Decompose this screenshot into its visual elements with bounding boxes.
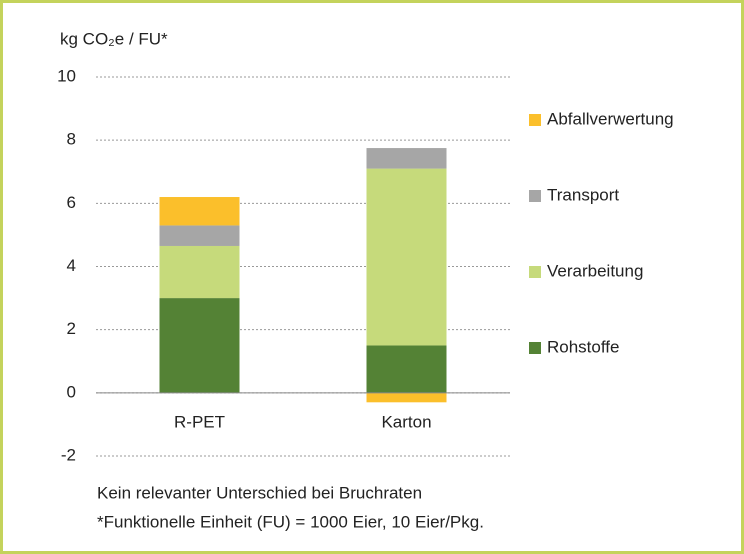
x-tick-label: Karton: [381, 412, 431, 431]
bar-segment: [159, 225, 240, 246]
legend-swatch: [529, 190, 541, 202]
legend-label: Rohstoffe: [547, 337, 619, 356]
y-axis-title: kg CO₂e / FU*: [60, 29, 168, 48]
note: *Funktionelle Einheit (FU) = 1000 Eier, …: [97, 512, 484, 531]
bar-segment: [159, 245, 240, 299]
legend-swatch: [529, 266, 541, 278]
y-tick-label: -2: [61, 445, 76, 464]
y-tick-label: 2: [67, 319, 76, 338]
y-tick-label: 0: [67, 382, 76, 401]
y-tick-label: 8: [67, 130, 76, 149]
x-tick-label: R-PET: [174, 412, 225, 431]
legend-label: Transport: [547, 185, 619, 204]
bar-segment: [366, 168, 447, 346]
bar-segment: [366, 148, 447, 169]
y-tick-label: 4: [67, 256, 76, 275]
legend-label: Verarbeitung: [547, 261, 643, 280]
bar-segment: [366, 392, 447, 403]
legend-swatch: [529, 342, 541, 354]
y-tick-label: 6: [67, 193, 76, 212]
note: Kein relevanter Unterschied bei Bruchrat…: [97, 483, 422, 502]
bar-segment: [159, 197, 240, 226]
bar-segment: [366, 345, 447, 393]
legend-label: Abfallverwertung: [547, 109, 674, 128]
bar-segment: [159, 298, 240, 393]
y-tick-label: 10: [57, 66, 76, 85]
legend-swatch: [529, 114, 541, 126]
